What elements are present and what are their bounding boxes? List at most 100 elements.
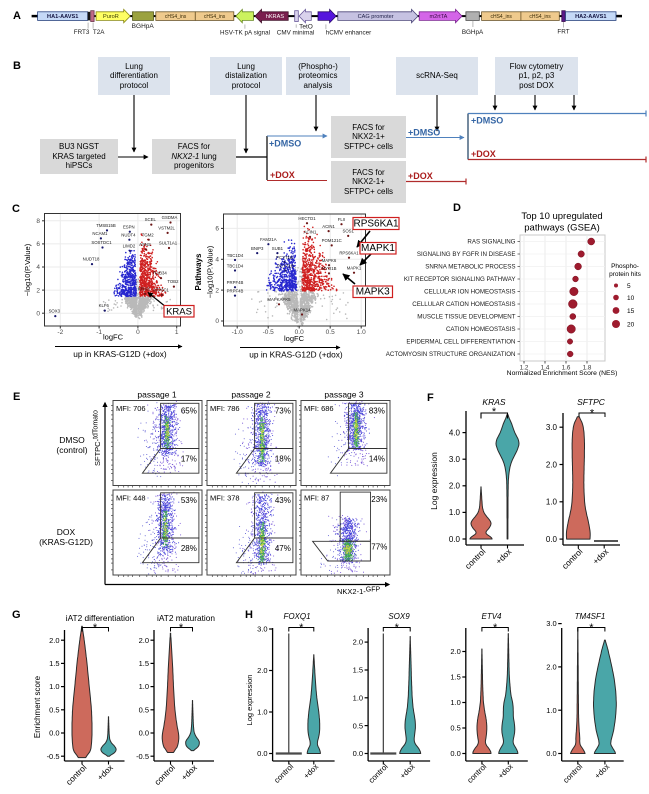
svg-text:KRAS: KRAS [166, 307, 192, 318]
svg-text:PuroR: PuroR [103, 14, 119, 20]
svg-text:D: D [453, 202, 461, 214]
svg-text:logFC: logFC [284, 334, 305, 343]
svg-text:ACIN1: ACIN1 [322, 224, 335, 229]
svg-text:iAT2 maturation: iAT2 maturation [157, 613, 215, 623]
svg-text:HA2-AAVS1: HA2-AAVS1 [575, 14, 606, 20]
svg-text:*: * [179, 622, 184, 634]
svg-text:hCMV enhancer: hCMV enhancer [326, 30, 372, 37]
svg-text:cHS4_ins: cHS4_ins [529, 14, 551, 20]
svg-text:ACTOMYOSIN STRUCTURE ORGANIZAT: ACTOMYOSIN STRUCTURE ORGANIZATION [386, 351, 516, 358]
svg-text:control: control [64, 762, 89, 787]
svg-text:+dox: +dox [398, 762, 417, 781]
svg-text:MAPKAPK5: MAPKAPK5 [267, 297, 291, 302]
svg-text:iAT2 differentiation: iAT2 differentiation [66, 613, 135, 623]
svg-text:1.5: 1.5 [49, 659, 59, 668]
svg-text:3.0: 3.0 [257, 625, 267, 634]
svg-text:Enrichment score: Enrichment score [33, 675, 42, 738]
svg-text:SULT1A1: SULT1A1 [159, 241, 178, 246]
svg-text:SUB1: SUB1 [272, 246, 284, 251]
svg-text:−log10(P.Value): −log10(P.Value) [23, 243, 32, 296]
svg-text:hKRAS: hKRAS [266, 14, 285, 20]
svg-text:*: * [93, 622, 98, 634]
svg-text:17%: 17% [181, 455, 197, 464]
svg-text:KLF6: KLF6 [99, 303, 110, 308]
svg-text:up in KRAS-G12D (+dox): up in KRAS-G12D (+dox) [73, 349, 167, 359]
svg-text:20: 20 [627, 321, 635, 328]
svg-text:SOX3: SOX3 [49, 309, 61, 314]
svg-text:Normalized Enrichment Score (N: Normalized Enrichment Score (NES) [507, 370, 618, 377]
svg-text:SIGNALING BY FGFR IN DISEASE: SIGNALING BY FGFR IN DISEASE [417, 251, 516, 258]
svg-text:+dox: +dox [496, 762, 515, 781]
svg-text:0.0: 0.0 [353, 749, 363, 758]
svg-text:1.0: 1.0 [357, 329, 366, 336]
svg-text:18%: 18% [275, 455, 291, 464]
svg-text:RPS6KA1: RPS6KA1 [353, 219, 398, 230]
svg-text:28%: 28% [181, 544, 197, 553]
svg-text:TOB2: TOB2 [167, 279, 179, 284]
svg-text:2.0: 2.0 [546, 460, 558, 469]
svg-text:4: 4 [215, 256, 219, 263]
svg-text:PCYT1B: PCYT1B [276, 255, 293, 260]
svg-text:2.0: 2.0 [449, 482, 461, 491]
svg-text:ETV4: ETV4 [481, 612, 502, 621]
svg-text:TBC1D4: TBC1D4 [227, 253, 244, 258]
svg-text:0: 0 [136, 329, 140, 336]
svg-text:MAPK1: MAPK1 [361, 243, 395, 254]
svg-text:CELLULAR ION HOMEOSTASIS: CELLULAR ION HOMEOSTASIS [424, 289, 515, 296]
svg-text:*: * [395, 622, 400, 634]
svg-text:0.5: 0.5 [139, 705, 149, 714]
svg-text:MAPK1: MAPK1 [347, 266, 362, 271]
svg-text:HA1-AAVS1: HA1-AAVS1 [47, 14, 78, 20]
svg-text:POM121C: POM121C [322, 238, 342, 243]
svg-text:FRT3: FRT3 [74, 29, 90, 36]
svg-text:control: control [367, 762, 390, 785]
svg-text:0.0: 0.0 [139, 729, 149, 738]
svg-text:-1.0: -1.0 [232, 329, 244, 336]
svg-text:A: A [13, 10, 21, 22]
svg-text:FRT: FRT [557, 29, 569, 36]
svg-text:5: 5 [627, 283, 631, 290]
svg-text:1.2: 1.2 [520, 365, 529, 372]
svg-text:VSTM2L: VSTM2L [158, 226, 175, 231]
svg-text:MFI: 786: MFI: 786 [210, 404, 240, 413]
svg-text:KIT RECEPTOR SIGNALING PATHWAY: KIT RECEPTOR SIGNALING PATHWAY [404, 276, 516, 283]
svg-text:RAS SIGNALING: RAS SIGNALING [467, 239, 515, 246]
svg-text:FOXQ1: FOXQ1 [283, 612, 310, 621]
svg-text:SFTPC-tdTomato: SFTPC-tdTomato [93, 410, 103, 466]
svg-text:0.0: 0.0 [295, 329, 304, 336]
svg-text:+DOX: +DOX [270, 170, 295, 180]
svg-text:14%: 14% [369, 455, 385, 464]
svg-text:F: F [427, 392, 434, 404]
svg-text:3.0: 3.0 [449, 455, 461, 464]
svg-text:MFI: 448: MFI: 448 [116, 494, 146, 503]
svg-text:CELLULAR CATION HOMEOSTASIS: CELLULAR CATION HOMEOSTASIS [412, 301, 515, 308]
svg-text:0: 0 [215, 318, 219, 325]
svg-text:GSDMA: GSDMA [162, 215, 178, 220]
svg-text:1.0: 1.0 [546, 706, 556, 715]
svg-text:MYO1B: MYO1B [321, 266, 336, 271]
svg-text:control: control [463, 546, 488, 571]
svg-text:4.0: 4.0 [449, 428, 461, 437]
svg-text:CMV minimal: CMV minimal [277, 30, 314, 37]
svg-text:+DMSO: +DMSO [269, 139, 301, 149]
svg-text:1.0: 1.0 [49, 682, 59, 691]
svg-text:+DMSO: +DMSO [471, 116, 503, 126]
svg-text:2: 2 [36, 287, 40, 294]
svg-text:1.5: 1.5 [450, 673, 460, 682]
svg-text:SNRNA METABOLIC PROCESS: SNRNA METABOLIC PROCESS [425, 264, 515, 271]
svg-text:FAM21A: FAM21A [260, 237, 277, 242]
svg-text:0.5: 0.5 [326, 329, 335, 336]
svg-text:passage 1: passage 1 [137, 390, 176, 400]
svg-text:CAG promoter: CAG promoter [358, 14, 394, 20]
svg-text:10: 10 [627, 295, 635, 302]
svg-text:Log expression: Log expression [245, 675, 254, 726]
svg-text:SOX9: SOX9 [388, 612, 410, 621]
svg-text:0.5: 0.5 [353, 721, 363, 730]
svg-text:Log expression: Log expression [429, 452, 439, 510]
svg-text:6: 6 [215, 226, 219, 233]
svg-text:*: * [299, 622, 304, 634]
svg-text:SOS1: SOS1 [342, 229, 354, 234]
svg-text:TetO: TetO [299, 24, 313, 31]
svg-text:+dox: +dox [590, 546, 611, 567]
svg-text:NCAM1: NCAM1 [92, 231, 108, 236]
